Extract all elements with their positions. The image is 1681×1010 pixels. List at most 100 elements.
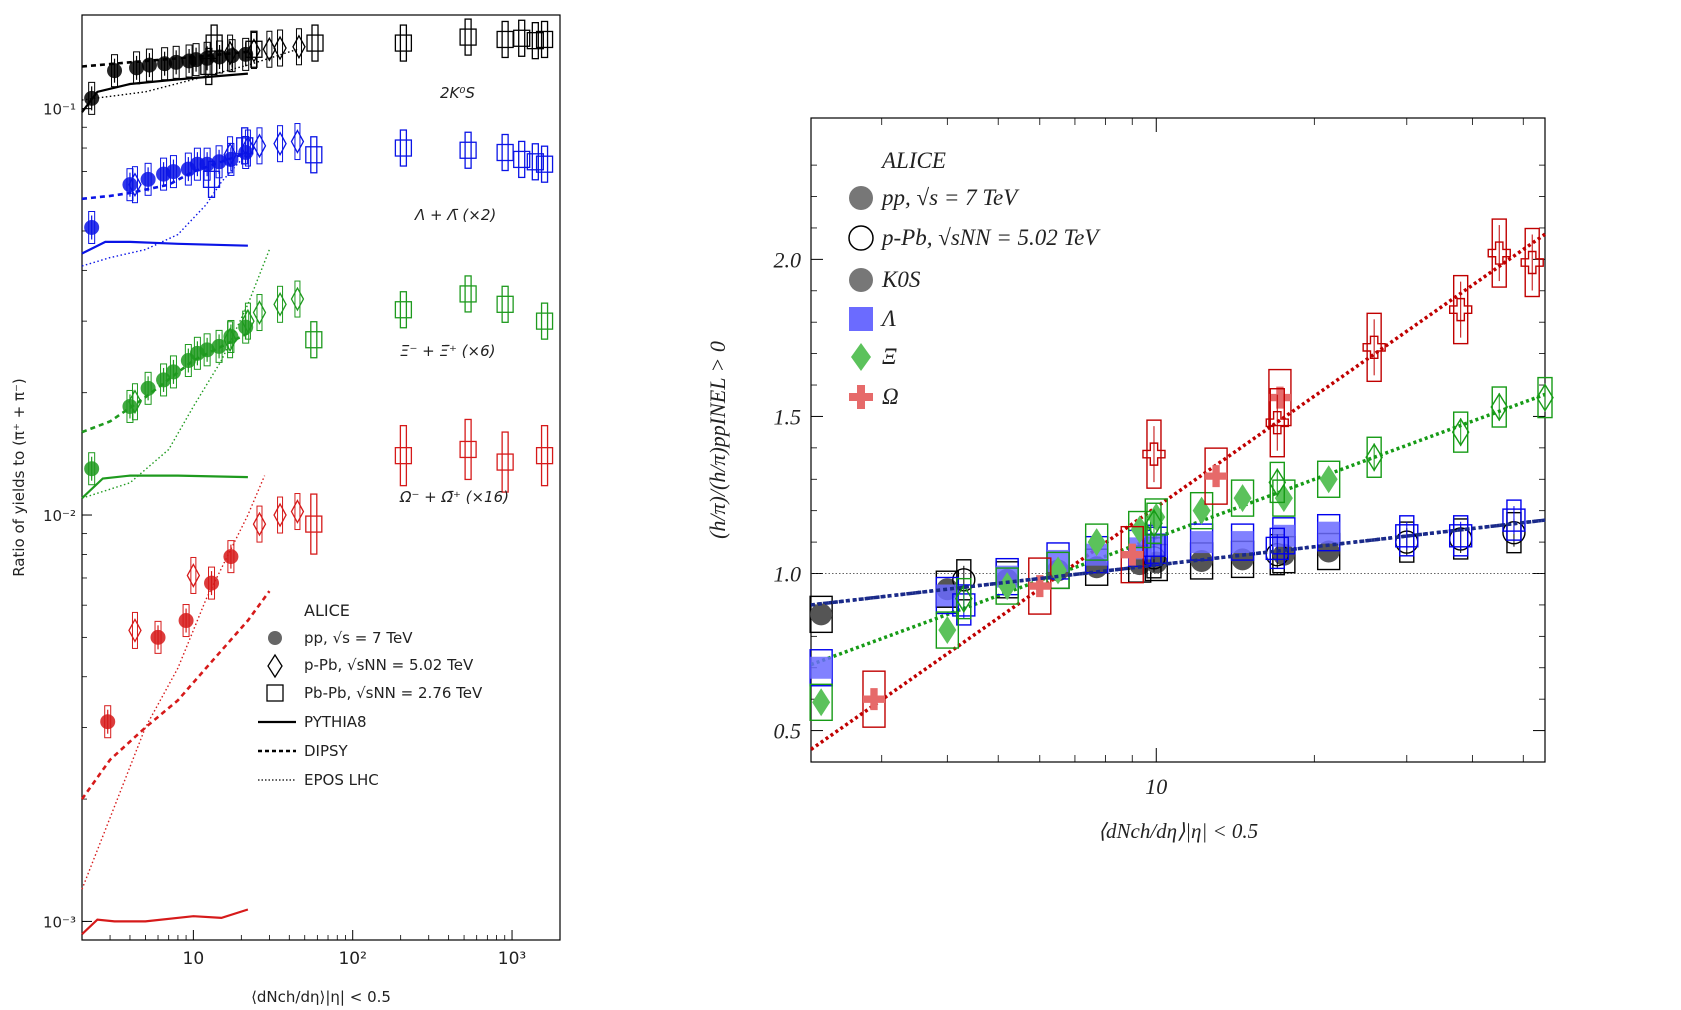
ppb-syst-box <box>131 611 138 649</box>
legend-label: p-Pb, √sNN = 5.02 TeV <box>304 656 474 674</box>
pp-point <box>211 154 227 170</box>
ppb-syst-box <box>1452 515 1469 557</box>
legend-item: DIPSY <box>258 742 349 760</box>
pp-point <box>936 584 959 607</box>
ppb-syst-box <box>1269 388 1285 458</box>
ppb-syst-box <box>1366 436 1382 478</box>
x-tick-label: 10² <box>338 949 366 969</box>
pp-point <box>1319 465 1338 494</box>
series-Ξ <box>809 376 1554 722</box>
pbpb-point <box>496 453 514 471</box>
series-Omega <box>80 418 554 935</box>
pp-point <box>1205 465 1228 488</box>
pbpb-point <box>535 30 554 49</box>
ppb-point <box>223 327 237 353</box>
legend-symbol <box>849 268 873 292</box>
pp-point <box>862 688 885 711</box>
ppb-point <box>273 131 287 157</box>
pbpb-syst-box <box>205 47 213 86</box>
legend-symbol <box>849 385 873 409</box>
ppb-syst-box <box>277 496 284 534</box>
pbpb-syst-box <box>399 424 408 487</box>
pp-point <box>1087 528 1106 557</box>
pp-point <box>165 164 181 180</box>
pp-point <box>199 342 215 358</box>
ppb-point <box>1502 508 1526 532</box>
legend-symbol <box>267 653 283 679</box>
ppb-syst-box <box>1146 419 1162 489</box>
y-tick-label: 10⁻¹ <box>43 101 76 119</box>
pbpb-point <box>526 32 544 50</box>
pbpb-point <box>526 153 544 171</box>
pbpb-syst-box <box>464 18 472 56</box>
ppb-syst-box <box>1269 527 1285 570</box>
ppb-point <box>241 308 255 334</box>
ppb-syst-box <box>227 34 234 72</box>
ppb-point <box>954 584 973 613</box>
ppb-point <box>290 286 305 312</box>
species-label-K0S: 2K⁰S <box>440 84 475 102</box>
series-Xi <box>81 249 554 499</box>
ppb-syst-box <box>1537 376 1553 419</box>
ppb-syst-box <box>131 166 138 204</box>
pbpb-point <box>459 285 477 303</box>
pbpb-syst-box <box>399 129 408 167</box>
pbpb-syst-box <box>501 20 509 59</box>
pbpb-syst-box <box>501 431 509 493</box>
legend-title: ALICE <box>880 148 946 173</box>
pbpb-point <box>513 150 531 169</box>
ppb-point <box>292 34 306 60</box>
legend-title: ALICE <box>304 601 350 620</box>
pp-syst-box <box>1230 479 1255 517</box>
ppb-point <box>1265 536 1289 561</box>
y-tick-label: 1.0 <box>774 562 802 587</box>
ppb-point <box>1448 524 1473 548</box>
pbpb-point <box>496 295 514 313</box>
ppb-syst-box <box>1491 386 1507 428</box>
plot-frame <box>810 117 1546 763</box>
ppb-syst-box <box>256 127 263 165</box>
pbpb-syst-box <box>518 140 526 179</box>
pbpb-syst-box <box>207 160 216 198</box>
pythia-curve <box>81 908 249 935</box>
y-tick-label: 0.5 <box>774 719 802 744</box>
pp-point <box>938 616 957 645</box>
pbpb-point <box>496 30 514 49</box>
pp-point <box>998 572 1017 601</box>
pp-point <box>188 52 204 68</box>
pbpb-point <box>394 139 413 157</box>
species-label-Omega: Ω⁻ + Ω̄⁺ (×16) <box>399 488 509 506</box>
pp-syst-box <box>935 611 960 649</box>
ppb-syst-box <box>956 577 972 620</box>
pbpb-syst-box <box>464 418 472 481</box>
pp-point <box>141 57 157 73</box>
pp-syst-box <box>1128 510 1152 549</box>
pbpb-point <box>245 40 263 58</box>
ppb-syst-box <box>1491 218 1507 288</box>
ppb-point <box>273 35 287 61</box>
pbpb-point <box>394 446 413 465</box>
legend: ALICE pp, √s = 7 TeV p-Pb, √sNN = 5.02 TeV… <box>848 148 1101 409</box>
ppb-point <box>252 511 267 537</box>
plot-frame <box>81 14 561 941</box>
pp-point <box>1190 531 1213 554</box>
pbpb-point <box>306 34 324 52</box>
pbpb-point <box>200 57 218 76</box>
legend-symbol <box>266 684 284 702</box>
pp-point <box>810 603 833 626</box>
legend-label: EPOS LHC <box>304 771 379 789</box>
pp-point <box>84 90 100 106</box>
pp-point <box>100 714 116 730</box>
ppb-point <box>1520 250 1544 275</box>
ppb-syst-box <box>277 285 284 323</box>
pp-syst-box <box>1046 551 1070 590</box>
pbpb-point <box>535 312 554 330</box>
ppb-point <box>1365 442 1383 472</box>
pp-point <box>812 688 831 717</box>
legend-item: Ξ <box>851 343 897 371</box>
pbpb-point <box>459 141 477 159</box>
pbpb-syst-box <box>464 275 472 313</box>
pp-point <box>1028 575 1051 598</box>
pbpb-point <box>205 34 223 52</box>
ppb-point <box>1487 241 1511 265</box>
